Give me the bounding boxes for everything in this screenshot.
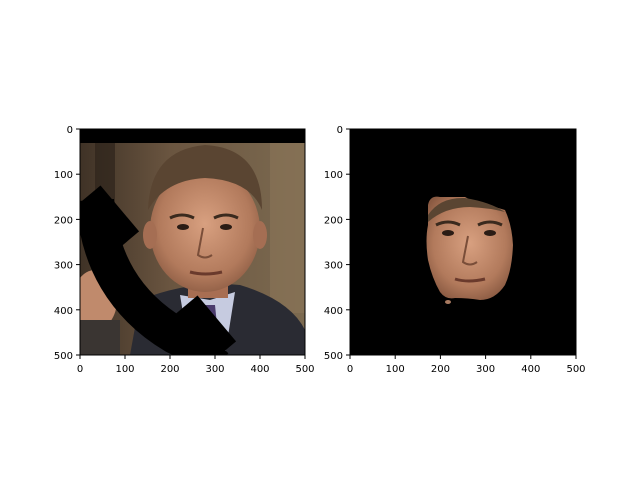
right-y-tick-label: 100 <box>324 170 343 181</box>
right-x-tick-label: 400 <box>521 364 540 375</box>
right-axes-frame <box>349 128 577 356</box>
right-y-tick-label: 500 <box>324 351 343 362</box>
left-y-tick-label: 400 <box>54 306 73 317</box>
right-y-axis: 0 100 200 300 400 500 <box>324 125 350 362</box>
left-y-tick-label: 500 <box>54 351 73 362</box>
left-axes-frame <box>79 128 306 356</box>
left-x-tick-label: 500 <box>295 364 314 375</box>
left-y-tick-label: 300 <box>54 261 73 272</box>
right-x-tick-label: 500 <box>566 364 585 375</box>
handset-occluder <box>80 185 237 355</box>
left-x-tick-label: 200 <box>160 364 179 375</box>
left-image <box>80 129 305 355</box>
right-y-tick-label: 300 <box>324 261 343 272</box>
right-y-tick-label: 400 <box>324 306 343 317</box>
left-y-axis: 0 100 200 300 400 500 <box>54 125 80 362</box>
right-panel: 0 100 200 300 400 500 0 100 200 300 400 500 <box>324 125 586 375</box>
right-x-tick-label: 0 <box>347 364 353 375</box>
right-x-axis: 0 100 200 300 400 500 <box>347 355 586 375</box>
left-x-tick-label: 100 <box>115 364 134 375</box>
right-x-tick-label: 300 <box>476 364 495 375</box>
left-y-tick-label: 200 <box>54 215 73 226</box>
left-panel: 0 100 200 300 400 500 0 100 200 300 400 500 <box>54 125 315 375</box>
right-y-tick-label: 0 <box>337 125 343 136</box>
right-x-tick-label: 200 <box>431 364 450 375</box>
right-image <box>350 129 576 355</box>
left-x-tick-label: 300 <box>205 364 224 375</box>
left-x-tick-label: 0 <box>77 364 83 375</box>
left-x-axis: 0 100 200 300 400 500 <box>77 355 315 375</box>
left-y-tick-label: 100 <box>54 170 73 181</box>
left-y-tick-label: 0 <box>67 125 73 136</box>
right-x-tick-label: 100 <box>386 364 405 375</box>
left-x-tick-label: 400 <box>250 364 269 375</box>
right-y-tick-label: 200 <box>324 215 343 226</box>
